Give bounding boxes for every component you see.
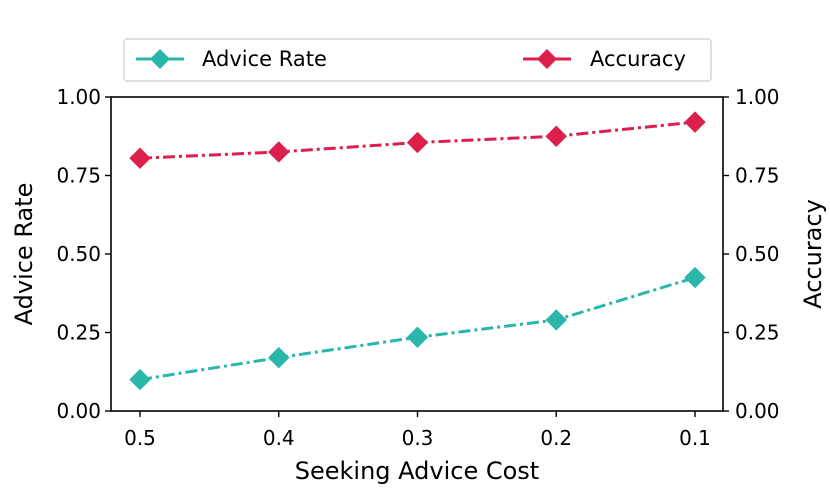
data-point-advice-rate	[406, 326, 429, 348]
x-tick-label: 0.1	[679, 426, 711, 450]
data-point-advice-rate	[268, 346, 290, 369]
y-tick-label-right: 0.00	[735, 399, 780, 423]
y-tick-label-left: 0.75	[56, 164, 101, 188]
y-tick-label-left: 1.00	[56, 85, 101, 109]
series-group	[129, 111, 706, 391]
legend-advice-rate-label: Advice Rate	[202, 47, 327, 71]
data-point-accuracy	[406, 131, 429, 154]
legend-accuracy-label: Accuracy	[590, 47, 686, 71]
y-tick-label-right: 1.00	[735, 85, 780, 109]
y-tick-label-right: 0.50	[735, 242, 780, 266]
y-axis-right-label: Accuracy	[799, 199, 827, 309]
legend: Advice Rate Accuracy	[123, 38, 712, 82]
x-axis-label: Seeking Advice Cost	[295, 457, 539, 485]
y-axis-left-label: Advice Rate	[10, 183, 38, 326]
data-point-accuracy	[545, 125, 567, 147]
y-tick-label-left: 0.00	[56, 399, 101, 423]
x-tick-label: 0.3	[402, 426, 434, 450]
y-tick-label-right: 0.25	[735, 321, 780, 345]
data-point-advice-rate	[684, 266, 706, 289]
legend-accuracy-marker	[537, 49, 557, 69]
data-point-accuracy	[684, 111, 706, 133]
data-point-accuracy	[268, 141, 290, 163]
data-point-advice-rate	[129, 368, 151, 391]
data-point-accuracy	[129, 147, 151, 169]
y-tick-label-right: 0.75	[735, 164, 780, 188]
y-tick-label-left: 0.50	[56, 242, 101, 266]
x-tick-label: 0.4	[263, 426, 295, 450]
x-tick-label: 0.2	[540, 426, 572, 450]
x-tick-label: 0.5	[124, 426, 156, 450]
data-point-advice-rate	[545, 309, 567, 331]
legend-advice-rate-marker	[150, 49, 170, 69]
y-tick-label-left: 0.25	[56, 321, 101, 345]
axis-ticks: 0.5 0.4 0.3 0.2 0.1 0.00 0.00 0.25 0.25 0.50 0.50 0…	[56, 85, 779, 450]
legend-box	[123, 38, 712, 82]
